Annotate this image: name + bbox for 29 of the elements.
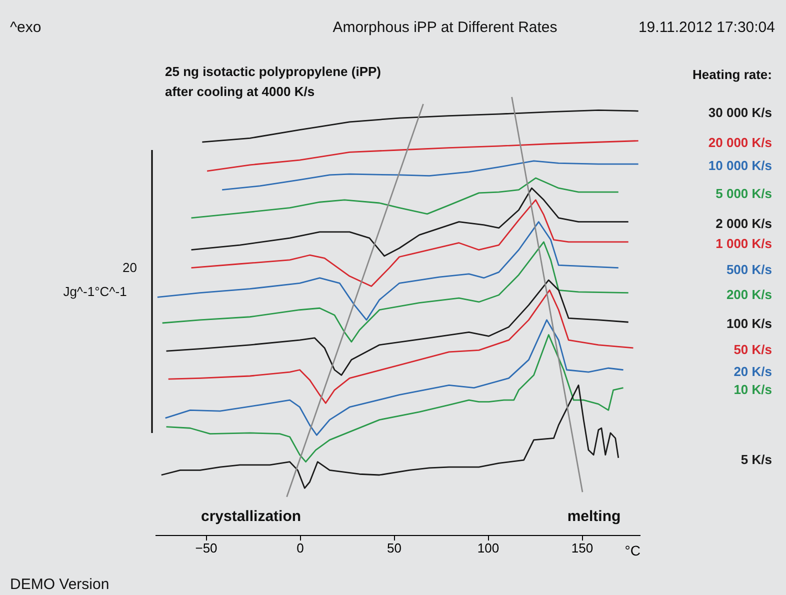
annotation: crystallization — [200, 508, 302, 525]
legend-title: Heating rate: — [692, 67, 772, 82]
text: 5 K/s — [740, 452, 772, 467]
text: 50 K/s — [734, 342, 772, 357]
x-axis-title: °C — [624, 542, 640, 558]
annotation: after cooling at 4000 K/s — [165, 84, 315, 99]
text: DEMO Version — [10, 576, 110, 593]
text: 200 K/s — [726, 286, 772, 302]
text: 10 000 K/s — [708, 158, 772, 174]
chart-title: Amorphous iPP at Different Rates — [332, 19, 558, 36]
text: 20 K/s — [734, 364, 772, 379]
text: 1 000 K/s — [716, 236, 772, 251]
annotation: melting — [567, 508, 621, 525]
text: 100 K/s — [726, 316, 772, 332]
text: 2 000 K/s — [716, 216, 772, 231]
text: 500 K/s — [726, 262, 772, 277]
x-tick-label: 50 — [387, 540, 402, 556]
x-tick-label: −50 — [195, 540, 218, 556]
text: 25 ng isotactic polypropylene (iPP) — [165, 64, 381, 79]
x-tick-label: 100 — [477, 540, 500, 556]
text: ^exo — [10, 19, 42, 36]
text: 30 000 K/s — [708, 105, 772, 120]
text: 20 000 K/s — [708, 134, 772, 150]
text: 10 K/s — [734, 382, 772, 397]
x-tick-label: 0 — [296, 540, 304, 556]
x-tick-label: 150 — [571, 540, 594, 556]
y-axis-title: 20 Jg^-1°C^-1 — [63, 260, 137, 299]
text: 19.11.2012 17:30:04 — [638, 19, 775, 36]
text: 5 000 K/s — [716, 186, 772, 202]
